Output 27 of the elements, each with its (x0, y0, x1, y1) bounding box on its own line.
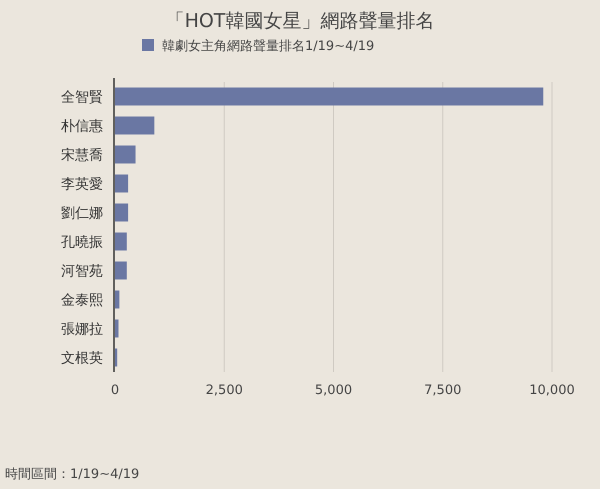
y-tick-label: 劉仁娜 (61, 206, 103, 222)
y-tick-label: 河智苑 (61, 264, 103, 280)
bar (115, 116, 154, 134)
bar (115, 290, 120, 308)
y-tick-label: 宋慧喬 (61, 148, 103, 164)
y-tick-label: 李英愛 (61, 176, 103, 192)
bar (115, 146, 136, 164)
x-tick-label: 0 (110, 383, 120, 398)
bar (115, 262, 127, 280)
legend-label: 韓劇女主角網路聲量排名1/19~4/19 (162, 38, 374, 54)
x-tick-label: 5,000 (314, 383, 352, 398)
y-tick-label: 全智賢 (61, 90, 103, 106)
bar (115, 88, 544, 106)
x-tick-label: 10,000 (529, 383, 575, 398)
y-tick-label: 朴信惠 (60, 118, 103, 134)
y-tick-label: 金泰熙 (61, 292, 103, 308)
y-tick-label: 孔曉振 (61, 234, 103, 250)
chart-title: 「HOT韓國女星」網路聲量排名 (166, 10, 434, 32)
y-tick-label: 文根英 (61, 350, 103, 366)
bar (115, 320, 118, 338)
y-tick-label: 張娜拉 (61, 322, 103, 338)
bar (115, 174, 128, 192)
x-tick-label: 7,500 (424, 383, 462, 398)
text: 時間區間：1/19~4/19 (5, 467, 140, 482)
x-tick-label: 2,500 (206, 383, 243, 398)
bar (115, 204, 128, 222)
bar (115, 232, 127, 250)
